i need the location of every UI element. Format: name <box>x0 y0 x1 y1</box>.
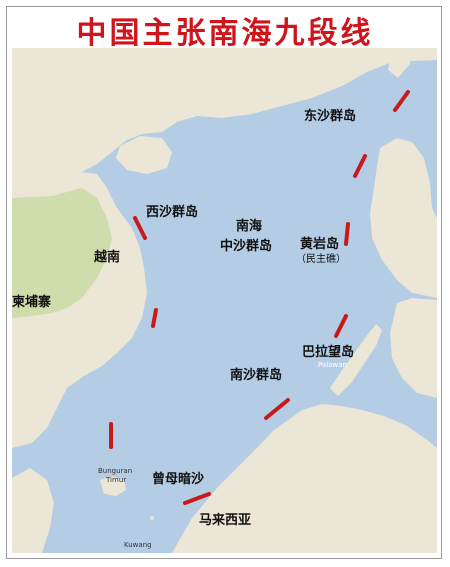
basemap-label-bunguran: Bunguran <box>98 467 133 475</box>
label-nanhai: 南海 <box>236 219 263 234</box>
basemap-label-kuwang: Kuwang <box>124 541 152 549</box>
hainan-island <box>116 136 172 174</box>
map-area: 东沙群岛 西沙群岛 南海 中沙群岛 黄岩岛 （民主礁） 越南 柬埔寨 巴拉望岛 … <box>12 48 437 553</box>
nine-dash-line <box>109 90 410 505</box>
label-zengmuansha: 曾母暗沙 <box>152 472 205 487</box>
luzon-island <box>370 138 437 298</box>
label-dongsha: 东沙群岛 <box>304 109 357 124</box>
label-huangyan-sub: （民主礁） <box>296 254 346 265</box>
label-huangyan: 黄岩岛 <box>300 237 340 252</box>
label-malaixiya: 马来西亚 <box>199 513 252 528</box>
taiwan-island <box>388 48 412 78</box>
borneo-island <box>172 404 437 553</box>
dash-8 <box>151 308 158 328</box>
basemap-label-timur: Timur <box>106 476 127 484</box>
visayas-mindanao <box>390 298 437 398</box>
palawan-island <box>330 324 382 396</box>
label-yuenan: 越南 <box>94 250 121 265</box>
dash-3 <box>344 222 350 246</box>
malay-peninsula <box>12 468 54 553</box>
bunguran-island <box>100 476 126 496</box>
label-nansha: 南沙群岛 <box>230 368 283 383</box>
china-mainland <box>12 48 437 188</box>
map-title: 中国主张南海九段线 <box>76 16 374 51</box>
label-jianpuzhai: 柬埔寨 <box>12 295 52 310</box>
dash-9 <box>133 216 147 240</box>
map-svg <box>12 48 437 553</box>
label-balawang: 巴拉望岛 <box>302 345 355 360</box>
basemap-label-palawan: Palawan <box>318 361 347 369</box>
dash-6 <box>183 492 211 505</box>
islet-1 <box>309 485 315 491</box>
dash-2 <box>353 154 367 178</box>
label-zhongsha: 中沙群岛 <box>220 239 273 254</box>
indochina-vegetation <box>12 188 112 318</box>
label-xisha: 西沙群岛 <box>146 205 199 220</box>
islet-2 <box>150 516 154 520</box>
dash-1 <box>393 90 410 112</box>
dash-5 <box>264 398 290 420</box>
dash-4 <box>334 314 348 338</box>
